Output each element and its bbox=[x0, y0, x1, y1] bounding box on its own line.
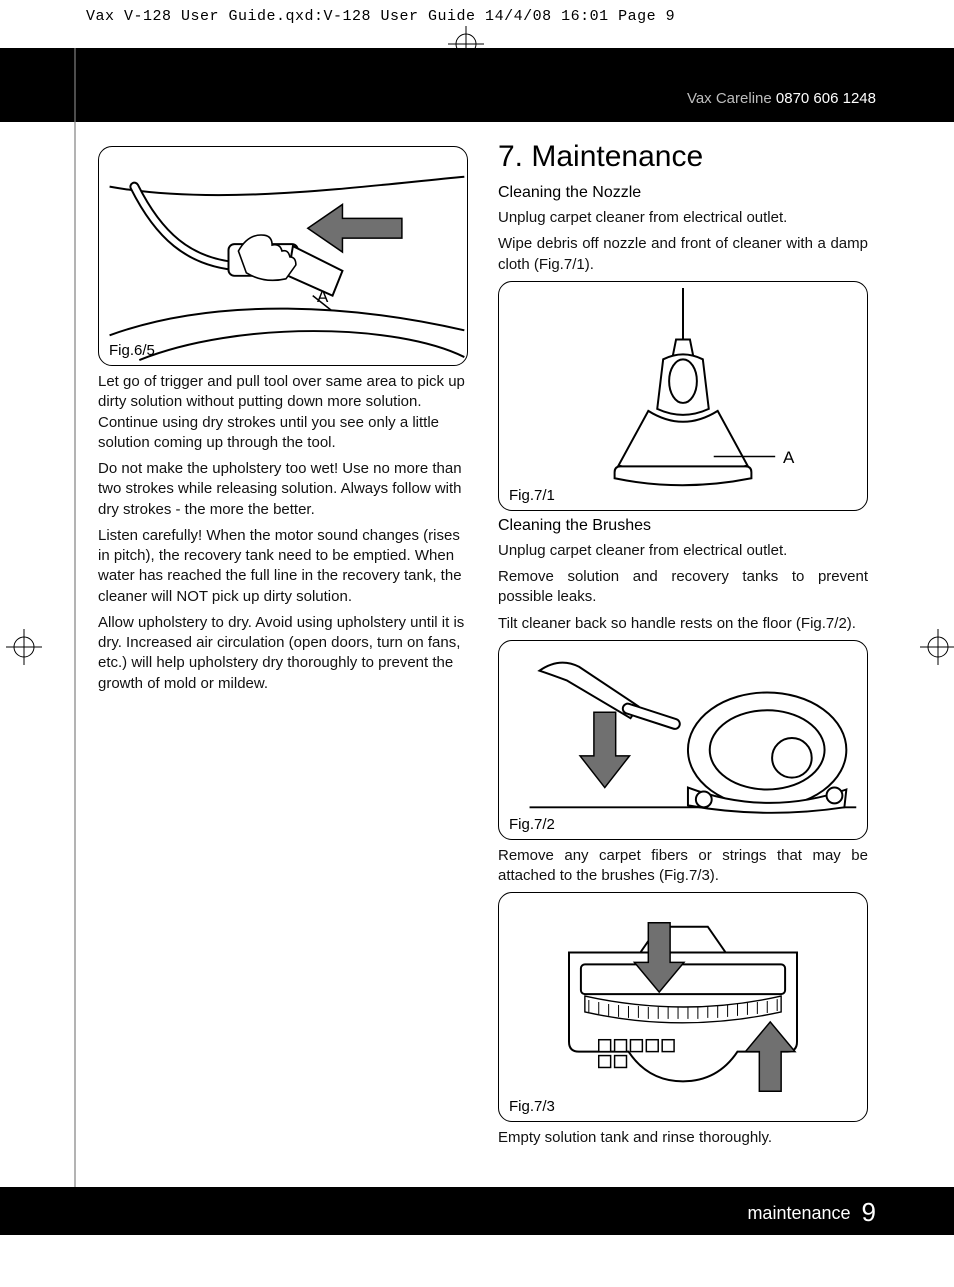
right-paragraph-2: Wipe debris off nozzle and front of clea… bbox=[498, 234, 868, 275]
right-paragraph-4: Remove solution and recovery tanks to pr… bbox=[498, 567, 868, 608]
figure-7-2: Fig.7/2 bbox=[498, 640, 868, 840]
page: Vax V-128 User Guide.qxd:V-128 User Guid… bbox=[0, 0, 954, 1287]
figure-7-3-label: Fig.7/3 bbox=[509, 1098, 555, 1115]
figure-7-2-illustration-icon bbox=[499, 641, 867, 839]
right-paragraph-6: Remove any carpet fibers or strings that… bbox=[498, 846, 868, 887]
subheading-nozzle: Cleaning the Nozzle bbox=[498, 184, 868, 202]
right-paragraph-7: Empty solution tank and rinse thoroughly… bbox=[498, 1128, 868, 1148]
footer-text: maintenance 9 bbox=[747, 1197, 876, 1228]
figure-7-2-label: Fig.7/2 bbox=[509, 816, 555, 833]
figure-6-5-label: Fig.6/5 bbox=[109, 342, 155, 359]
figure-7-1-illustration-icon bbox=[499, 282, 867, 510]
print-job-header: Vax V-128 User Guide.qxd:V-128 User Guid… bbox=[86, 8, 675, 25]
footer-page-number: 9 bbox=[862, 1197, 876, 1227]
left-column: A Fig.6/5 Let go of trigger and pull too… bbox=[98, 140, 468, 1155]
footer-section-name: maintenance bbox=[747, 1203, 850, 1223]
section-heading: 7. Maintenance bbox=[498, 140, 868, 174]
right-column: 7. Maintenance Cleaning the Nozzle Unplu… bbox=[498, 140, 868, 1155]
careline-label: Vax Careline bbox=[687, 90, 776, 107]
figure-6-5: A Fig.6/5 bbox=[98, 146, 468, 366]
careline-text: Vax Careline 0870 606 1248 bbox=[687, 90, 876, 107]
right-paragraph-1: Unplug carpet cleaner from electrical ou… bbox=[498, 208, 868, 228]
right-paragraph-3: Unplug carpet cleaner from electrical ou… bbox=[498, 541, 868, 561]
figure-6-5-marker: A bbox=[317, 287, 328, 307]
content-area: A Fig.6/5 Let go of trigger and pull too… bbox=[98, 140, 868, 1155]
figure-7-1: A Fig.7/1 bbox=[498, 281, 868, 511]
left-paragraph-2-bold: Do not make the upholstery too wet! bbox=[98, 460, 338, 477]
left-paragraph-2: Do not make the upholstery too wet! Use … bbox=[98, 459, 468, 520]
registration-mark-left-icon bbox=[6, 629, 42, 665]
left-paragraph-1: Let go of trigger and pull tool over sam… bbox=[98, 372, 468, 453]
header-band: Vax Careline 0870 606 1248 bbox=[0, 48, 954, 122]
left-paragraph-3: Listen carefully! When the motor sound c… bbox=[98, 526, 468, 607]
right-paragraph-5: Tilt cleaner back so handle rests on the… bbox=[498, 614, 868, 634]
registration-mark-right-icon bbox=[920, 629, 954, 665]
careline-number: 0870 606 1248 bbox=[776, 90, 876, 107]
subheading-brushes: Cleaning the Brushes bbox=[498, 517, 868, 535]
trim-line bbox=[74, 48, 76, 1218]
figure-7-1-marker: A bbox=[783, 448, 794, 468]
figure-7-3: Fig.7/3 bbox=[498, 892, 868, 1122]
figure-7-3-illustration-icon bbox=[499, 893, 867, 1121]
figure-6-5-illustration-icon bbox=[99, 147, 467, 365]
footer-band: maintenance 9 bbox=[0, 1187, 954, 1235]
left-paragraph-4: Allow upholstery to dry. Avoid using uph… bbox=[98, 613, 468, 694]
figure-7-1-label: Fig.7/1 bbox=[509, 487, 555, 504]
